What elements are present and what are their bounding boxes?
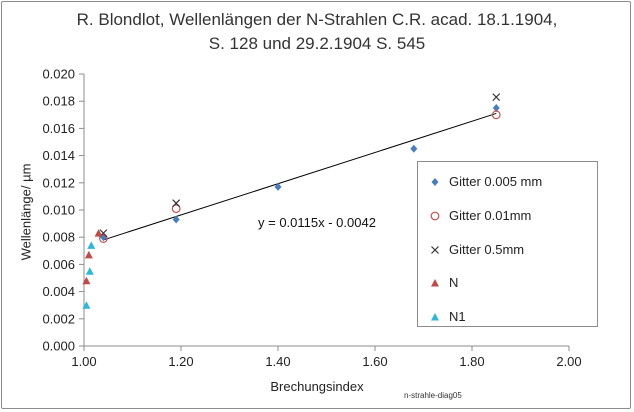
data-point-n	[82, 276, 91, 285]
data-point-gitter-0-005-mm	[172, 215, 180, 224]
x-tick-label: 1.60	[362, 354, 387, 369]
y-tick-label: 0.006	[42, 257, 75, 272]
y-tick-label: 0.004	[42, 284, 75, 299]
footer-label: n-strahle-diag05	[404, 391, 462, 400]
data-point-n	[84, 250, 93, 259]
x-tick-label: 1.40	[265, 354, 290, 369]
x-marker-icon	[431, 246, 439, 254]
legend-item-n: N	[418, 273, 597, 293]
legend-label: Gitter 0.01mm	[449, 208, 532, 223]
diamond-marker-icon	[431, 178, 439, 186]
data-point-n1	[82, 301, 91, 309]
data-point-gitter-0-5mm	[492, 93, 501, 102]
chart-title: R. Blondlot, Wellenlängen der N-Strahlen…	[76, 10, 558, 29]
chart-subtitle: S. 128 und 29.2.1904 S. 545	[208, 34, 426, 53]
legend-label: Gitter 0.005 mm	[449, 174, 543, 189]
legend-label: Gitter 0.5mm	[449, 242, 525, 257]
data-point-gitter-0-005-mm	[274, 182, 282, 191]
data-point-gitter-0-005-mm	[410, 144, 418, 153]
x-tick-label: 1.20	[168, 354, 193, 369]
legend: Gitter 0.005 mm Gitter 0.01mm Gitter 0.5…	[417, 161, 598, 327]
data-point-n	[94, 229, 103, 237]
y-tick-label: 0.010	[42, 203, 75, 218]
trendline	[103, 112, 497, 241]
x-tick-label: 2.00	[556, 354, 581, 369]
x-tick-label: 1.80	[459, 354, 484, 369]
data-point-gitter-0-01mm	[491, 110, 501, 120]
triangle-marker-icon	[431, 313, 439, 321]
legend-label: N1	[449, 309, 466, 324]
legend-label: N	[449, 275, 459, 290]
y-tick-label: 0.008	[42, 230, 75, 245]
data-point-gitter-0-005-mm	[492, 104, 500, 112]
legend-item-gitter-05: Gitter 0.5mm	[418, 240, 597, 260]
x-axis-label: Brechungsindex	[270, 379, 364, 394]
trendline-equation: y = 0.0115x - 0.0042	[258, 215, 376, 230]
y-tick-label: 0.012	[42, 175, 75, 190]
y-tick-label: 0.020	[42, 67, 75, 82]
legend-item-gitter-001: Gitter 0.01mm	[418, 206, 597, 226]
data-point-gitter-0-01mm	[98, 234, 108, 243]
y-tick-label: 0.000	[42, 339, 75, 354]
legend-item-gitter-0005: Gitter 0.005 mm	[418, 172, 597, 192]
data-point-gitter-0-01mm	[171, 204, 181, 214]
y-tick-label: 0.016	[42, 121, 75, 136]
legend-item-n1: N1	[418, 307, 597, 327]
triangle-marker-icon	[431, 279, 439, 287]
y-axis-label: Wellenlänge/ µm	[18, 163, 34, 261]
data-point-n1	[87, 241, 96, 249]
x-tick-label: 1.00	[71, 354, 96, 369]
data-point-gitter-0-5mm	[172, 199, 181, 208]
circle-marker-icon	[430, 211, 440, 221]
data-point-n1	[85, 267, 94, 275]
y-tick-label: 0.018	[42, 94, 75, 109]
y-tick-label: 0.014	[42, 148, 75, 163]
y-tick-label: 0.002	[42, 311, 75, 326]
